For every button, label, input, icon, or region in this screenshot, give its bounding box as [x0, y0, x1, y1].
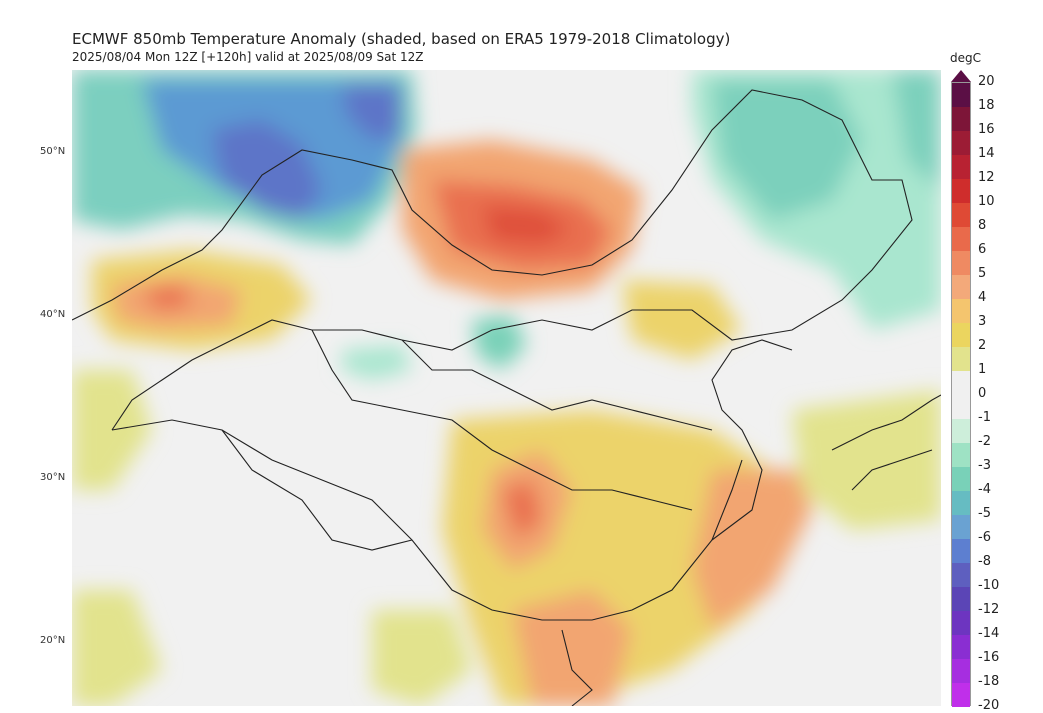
colorbar-tick-label: 2	[978, 338, 987, 353]
colorbar-tick-label: -14	[978, 626, 1000, 641]
lat-label-30: 30°N	[40, 472, 66, 483]
colorbar-tick-label: 20	[978, 74, 995, 89]
colorbar-cell	[952, 467, 970, 491]
colorbar-cell	[952, 659, 970, 683]
colorbar-tick-label: 1	[978, 362, 987, 377]
lat-label-40: 40°N	[40, 309, 66, 320]
colorbar-cell	[952, 299, 970, 323]
colorbar-tick-label: 10	[978, 194, 995, 209]
colorbar-cell	[952, 251, 970, 275]
colorbar-cell	[952, 155, 970, 179]
colorbar	[951, 82, 971, 707]
colorbar-tick-label: 4	[978, 290, 987, 305]
colorbar-tick-label: -18	[978, 674, 1000, 689]
colorbar-cell	[952, 347, 970, 371]
colorbar-tick-label: 8	[978, 218, 987, 233]
colorbar-cell	[952, 203, 970, 227]
colorbar-cell	[952, 635, 970, 659]
map-subtitle: 2025/08/04 Mon 12Z [+120h] valid at 2025…	[72, 50, 424, 64]
colorbar-cell	[952, 371, 970, 395]
anomaly-shading	[72, 70, 941, 706]
lat-label-50: 50°N	[40, 146, 66, 157]
colorbar-tick-label: -10	[978, 578, 1000, 593]
colorbar-tick-label: -5	[978, 506, 991, 521]
colorbar-tick-label: 3	[978, 314, 987, 329]
colorbar-tick-label: -12	[978, 602, 1000, 617]
colorbar-tick-label: 18	[978, 98, 995, 113]
colorbar-cell	[952, 491, 970, 515]
colorbar-tick-label: 5	[978, 266, 987, 281]
colorbar-tick-label: -3	[978, 458, 991, 473]
colorbar-tick-label: -2	[978, 434, 991, 449]
colorbar-cell	[952, 131, 970, 155]
colorbar-cell	[952, 563, 970, 587]
colorbar-unit: degC	[950, 51, 981, 65]
colorbar-cell	[952, 275, 970, 299]
colorbar-tick-label: 16	[978, 122, 995, 137]
colorbar-cell	[952, 179, 970, 203]
colorbar-cell	[952, 683, 970, 707]
colorbar-tick-label: -4	[978, 482, 991, 497]
colorbar-tick-label: 12	[978, 170, 995, 185]
anomaly-map-svg	[72, 70, 941, 706]
colorbar-cell	[952, 587, 970, 611]
colorbar-tick-label: 14	[978, 146, 995, 161]
colorbar-cell	[952, 611, 970, 635]
colorbar-tick-label: -16	[978, 650, 1000, 665]
colorbar-tick-label: -6	[978, 530, 991, 545]
colorbar-cell	[952, 107, 970, 131]
colorbar-cell	[952, 395, 970, 419]
colorbar-cell	[952, 227, 970, 251]
colorbar-cell	[952, 515, 970, 539]
lat-label-20: 20°N	[40, 635, 66, 646]
map-title: ECMWF 850mb Temperature Anomaly (shaded,…	[72, 30, 731, 48]
map-borders	[72, 89, 941, 706]
colorbar-cell	[952, 539, 970, 563]
colorbar-tick-label: -8	[978, 554, 991, 569]
colorbar-tick-label: -1	[978, 410, 991, 425]
colorbar-top-arrow	[951, 70, 971, 82]
colorbar-cell	[952, 443, 970, 467]
colorbar-cell	[952, 419, 970, 443]
colorbar-cell	[952, 323, 970, 347]
colorbar-cell	[952, 83, 970, 107]
colorbar-tick-label: 0	[978, 386, 987, 401]
anomaly-map	[72, 70, 941, 706]
colorbar-tick-label: 6	[978, 242, 987, 257]
